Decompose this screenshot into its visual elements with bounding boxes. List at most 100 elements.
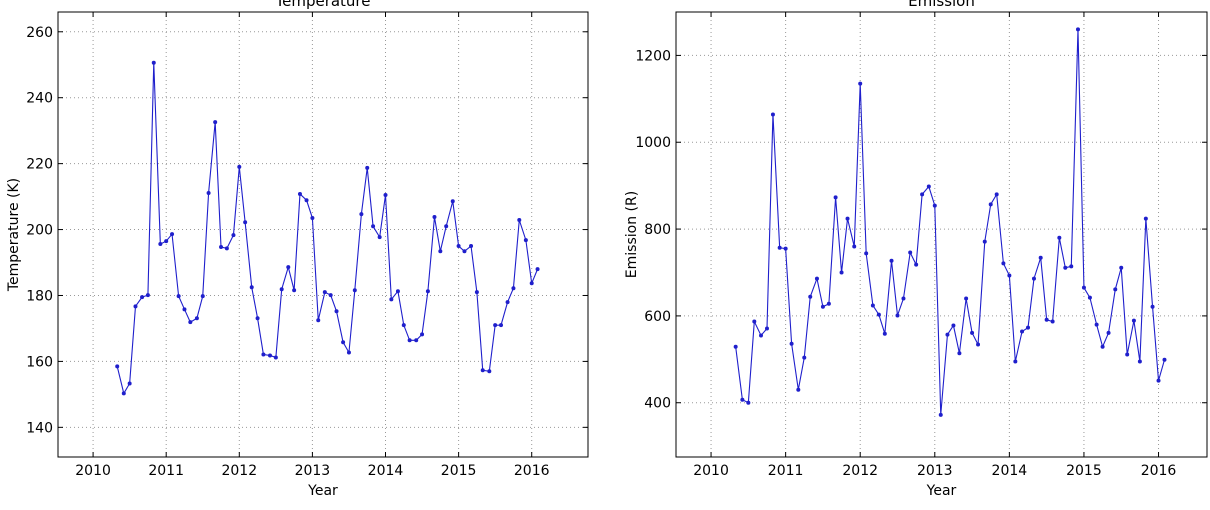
data-point	[456, 244, 461, 249]
y-tick-label: 1000	[635, 135, 671, 151]
data-point	[346, 350, 351, 355]
x-tick-label: 2014	[992, 463, 1028, 479]
x-tick-label: 2014	[368, 463, 404, 479]
data-point	[304, 198, 309, 203]
data-point	[359, 212, 364, 217]
data-point	[182, 307, 187, 312]
data-point	[951, 323, 956, 328]
y-tick-label: 140	[26, 420, 53, 436]
data-point	[328, 293, 333, 298]
data-point	[224, 246, 229, 251]
data-point	[970, 330, 975, 335]
data-line	[735, 29, 1166, 415]
data-point	[1156, 378, 1161, 383]
data-point	[200, 294, 205, 299]
x-tick-label: 2015	[441, 463, 477, 479]
data-point	[474, 290, 479, 295]
data-point	[127, 381, 132, 386]
x-tick-label: 2010	[75, 463, 111, 479]
data-point	[133, 304, 138, 309]
data-point	[802, 355, 807, 360]
data-point	[261, 352, 266, 357]
data-point	[414, 338, 419, 343]
data-point	[505, 300, 510, 305]
data-point	[994, 192, 999, 197]
plot: 140 160 180 200 220 240 260 2010 2011 2012 2013 201…	[6, 0, 589, 499]
data-point	[1150, 304, 1155, 309]
data-point	[237, 164, 242, 169]
data-point	[176, 294, 181, 299]
data-point	[420, 332, 425, 337]
data-point	[908, 250, 913, 255]
data-point	[1069, 264, 1074, 269]
data-point	[292, 288, 297, 293]
x-tick-label: 2013	[295, 463, 331, 479]
data-point	[255, 316, 260, 321]
x-axis-label: Year	[926, 483, 957, 499]
y-tick-label: 400	[644, 396, 671, 412]
data-point	[932, 203, 937, 208]
data-point	[976, 342, 981, 347]
data-point	[938, 412, 943, 417]
data-point	[286, 265, 291, 270]
data-point	[1057, 235, 1062, 240]
data-point	[188, 320, 193, 325]
data-point	[740, 397, 745, 402]
data-point	[864, 251, 869, 256]
y-tick-label: 800	[644, 222, 671, 238]
data-point	[1050, 319, 1055, 324]
data-point	[206, 190, 211, 195]
data-point	[1113, 287, 1118, 292]
data-point	[341, 340, 346, 345]
data-point	[213, 120, 218, 125]
data-point	[808, 294, 813, 299]
data-point	[493, 323, 498, 328]
data-point	[759, 333, 764, 338]
data-point	[115, 364, 120, 369]
data-point	[487, 369, 492, 374]
data-point	[352, 288, 357, 293]
data-point	[322, 290, 327, 295]
x-axis-label: Year	[307, 483, 338, 499]
data-point	[814, 276, 819, 281]
data-point	[882, 331, 887, 336]
data-point	[1038, 255, 1043, 260]
data-point	[1026, 325, 1031, 330]
data-point	[121, 391, 126, 396]
data-point	[777, 245, 782, 250]
data-point	[365, 165, 370, 170]
y-tick-label: 600	[644, 309, 671, 325]
data-point	[1094, 322, 1099, 327]
data-point	[852, 244, 857, 249]
data-point	[796, 387, 801, 392]
data-point	[870, 303, 875, 308]
data-point	[783, 246, 788, 251]
data-line	[116, 62, 539, 395]
data-point	[499, 323, 504, 328]
y-tick-label: 220	[26, 157, 53, 173]
data-point	[164, 239, 169, 244]
x-tick-label: 2015	[1066, 463, 1102, 479]
x-tick-label: 2012	[842, 463, 878, 479]
data-point	[1125, 352, 1130, 357]
data-point	[1119, 265, 1124, 270]
data-point	[462, 249, 467, 254]
data-point	[310, 216, 315, 221]
data-point	[826, 301, 831, 306]
data-point	[1162, 357, 1167, 362]
chart-title: Emission	[908, 0, 975, 10]
data-point	[535, 267, 540, 272]
data-point	[895, 313, 900, 318]
data-point	[334, 309, 339, 314]
data-point	[820, 304, 825, 309]
data-point	[170, 232, 175, 237]
y-axis-label: Temperature (K)	[6, 178, 22, 292]
data-point	[432, 215, 437, 220]
data-point	[752, 319, 757, 324]
data-point	[733, 344, 738, 349]
data-point	[395, 289, 400, 294]
data-point	[988, 202, 993, 207]
data-point	[231, 233, 236, 238]
data-point	[833, 195, 838, 200]
data-point	[764, 326, 769, 331]
